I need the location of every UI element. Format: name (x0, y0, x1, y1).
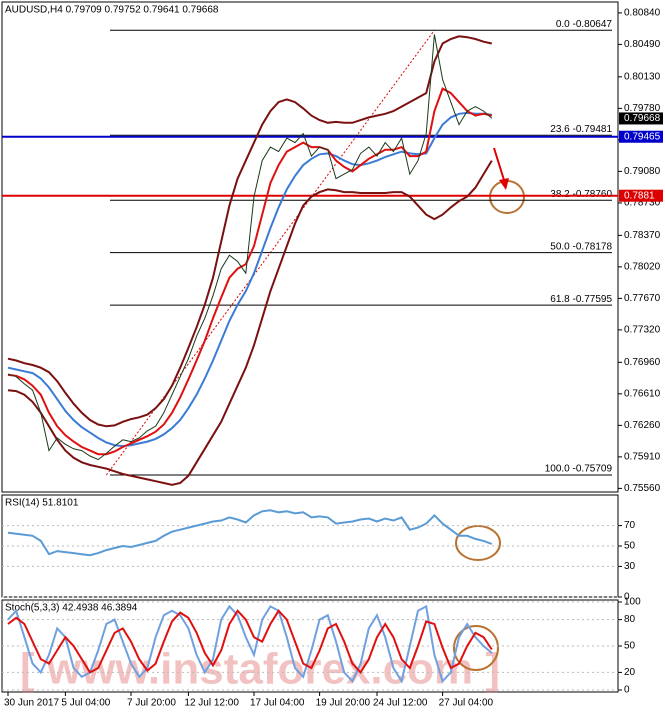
y-tick-label: 0.76260 (624, 420, 661, 431)
y-tick-label: 0.75910 (624, 452, 661, 463)
x-tick-label: 12 Jul 12:00 (184, 698, 239, 709)
series-line (7, 35, 493, 428)
price-label: 0.7881 (624, 190, 655, 201)
y-tick-label: 70 (624, 520, 636, 531)
y-tick-label: 0.76610 (624, 388, 661, 399)
arrow-head (499, 178, 509, 190)
y-tick-label: 0 (624, 592, 630, 603)
y-tick-label: 0.77320 (624, 325, 661, 336)
series-line (7, 609, 493, 675)
price-label-box (619, 189, 663, 202)
fib-label: 100.0 -0.75709 (545, 464, 613, 475)
rsi-panel (1, 494, 619, 598)
fib-label: 61.8 -0.77595 (550, 294, 612, 305)
fib-label: 38.2 -0.78760 (550, 189, 612, 200)
y-tick-label: 0.80840 (624, 8, 661, 19)
series-line (7, 604, 493, 684)
series-line (7, 509, 493, 557)
chart-title: AUDUSD,H4 0.79709 0.79752 0.79641 0.7966… (5, 5, 219, 16)
price-label: 0.79465 (624, 131, 661, 142)
x-tick-label: 24 Jul 12:00 (373, 698, 428, 709)
y-tick-label: 0.76960 (624, 357, 661, 368)
y-tick-label: 0.80130 (624, 71, 661, 82)
x-tick-label: 5 Jul 04:00 (61, 698, 110, 709)
fib-label: 50.0 -0.78178 (550, 241, 612, 252)
y-tick-label: 0.77670 (624, 293, 661, 304)
y-tick-label: 50 (624, 641, 636, 652)
y-tick-label: 0.80490 (624, 39, 661, 50)
rsi-title: RSI(14) 51.8101 (5, 498, 79, 509)
x-tick-label: 17 Jul 04:00 (250, 698, 305, 709)
price-label-box (619, 130, 663, 143)
series-line (7, 111, 492, 448)
main-panel (1, 1, 619, 493)
series-line (7, 34, 493, 461)
y-tick-label: 80 (624, 614, 636, 625)
y-tick-label: 0.78020 (624, 262, 661, 273)
x-tick-label: 27 Jul 04:00 (439, 698, 494, 709)
y-tick-label: 0.78730 (624, 198, 661, 209)
fib-label: 0.0 -0.80647 (556, 19, 613, 30)
y-tick-label: 0 (624, 685, 630, 696)
x-tick-label: 7 Jul 20:00 (127, 698, 176, 709)
price-label: 0.79668 (624, 113, 661, 124)
x-tick-label: 30 Jun 2017 (4, 698, 59, 709)
series-line (7, 87, 493, 456)
highlight-circle (453, 625, 499, 671)
stoch-title: Stoch(5,3,3) 42.4938 46.3894 (5, 603, 138, 614)
arrow (493, 147, 505, 181)
y-tick-label: 30 (624, 561, 636, 572)
x-tick-label: 19 Jul 20:00 (316, 698, 371, 709)
fib-label: 23.6 -0.79481 (550, 124, 612, 135)
y-tick-label: 100 (624, 597, 641, 608)
y-tick-label: 0.78370 (624, 230, 661, 241)
y-tick-label: 0.79780 (624, 103, 661, 114)
y-tick-label: 0.75560 (624, 483, 661, 494)
y-tick-label: 0.79080 (624, 166, 661, 177)
y-tick-label: 20 (624, 667, 636, 678)
highlight-circle (455, 525, 501, 561)
y-tick-label: 50 (624, 541, 636, 552)
watermark: [ www.instaforex.com ] (20, 645, 500, 694)
series-line (7, 160, 493, 486)
price-label-box (619, 112, 663, 125)
